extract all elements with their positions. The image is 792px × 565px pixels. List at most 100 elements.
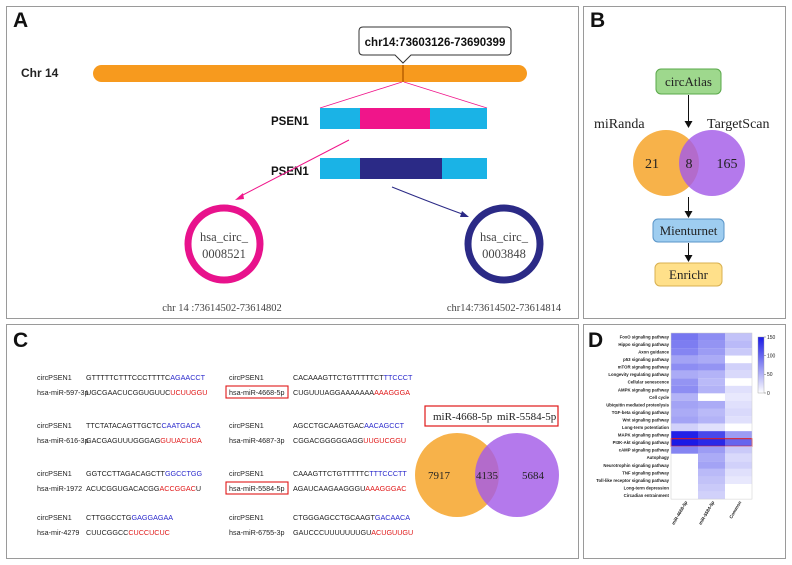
heatmap-row-label-12: Long-term potentiation — [622, 425, 669, 430]
heatmap-cell-9-0 — [671, 400, 698, 409]
circ2-name-line1: hsa_circ_ — [480, 230, 529, 244]
heatmap-cell-16-1 — [698, 453, 725, 462]
colorbar-tick-label-0: 0 — [767, 391, 770, 397]
circ2-coords: chr14:73614502-73614814 — [447, 303, 562, 314]
heatmap-cell-14-2 — [725, 438, 752, 447]
mir-seq-6: CUUCGGCCCUCCUCUC — [86, 528, 170, 537]
heatmap-cell-15-2 — [725, 446, 752, 454]
heatmap-row-label-9: Ubiquitin mediated proteolysis — [606, 402, 669, 407]
heatmap-cell-7-1 — [698, 385, 725, 394]
chromosome-bar — [93, 65, 527, 82]
panel-label-d: D — [588, 329, 604, 352]
heatmap-row-label-11: Wnt signaling pathway — [622, 417, 669, 422]
arrowhead-circ2 — [460, 211, 469, 217]
heatmap-col-label-2: Common — [728, 500, 742, 520]
mir-seq-7: GAUCCCUUUUUUUGUACUGUUGU — [293, 528, 413, 537]
exon-circ-top — [360, 108, 430, 129]
colorbar-tick-label-2: 100 — [767, 353, 776, 359]
arrowhead-venn-mienturnet — [684, 211, 693, 218]
heatmap-cell-0-2 — [725, 333, 752, 341]
circ-name-6: circPSEN1 — [37, 513, 72, 522]
heatmap-cell-5-0 — [671, 370, 698, 379]
colorbar — [757, 336, 765, 394]
venn-overlap-count: 8 — [686, 157, 693, 172]
circ-seq-7: CTGGGAGCCTGCAAGTGACAACA — [293, 513, 410, 522]
heatmap-cell-21-2 — [725, 491, 752, 500]
arrowhead-mienturnet-enrichr — [684, 255, 693, 262]
mir-venn-header-box — [424, 405, 559, 427]
mir-venn-left-label: miR-4668-5p — [433, 411, 493, 423]
heatmap-row-label-2: Axon guidance — [638, 350, 669, 355]
panel-label-c: C — [13, 329, 29, 352]
heatmap-cell-9-2 — [725, 400, 752, 409]
zoom-line-right — [403, 81, 488, 109]
heatmap-chart: FoxO signaling pathway Hippo signaling pa… — [596, 332, 776, 526]
circ-ring-0008521 — [184, 204, 264, 284]
heatmap-row-label-0: FoxO signaling pathway — [620, 334, 670, 339]
heatmap-cell-17-1 — [698, 461, 725, 469]
enrichr-label: Enrichr — [669, 267, 709, 282]
gene-label-top: PSEN1 — [271, 116, 309, 128]
venn-left-count: 21 — [645, 157, 659, 172]
circ-seq-5: CAAAGTTCTGTTTTTCTTTCCCTT — [293, 469, 407, 478]
circ1-coords: chr 14 :73614502-73614802 — [162, 303, 282, 314]
locus-callout — [358, 26, 512, 64]
mir-name-2: hsa-miR-616-3p — [37, 436, 89, 445]
circatlas-box — [655, 68, 722, 95]
heatmap-cell-12-2 — [725, 423, 752, 432]
mir-name-1: hsa-miR-4668-5p — [229, 388, 285, 397]
heatmap-row-label-21: Circadian entrainment — [624, 493, 670, 498]
heatmap-row-label-16: Autophagy — [647, 455, 670, 460]
mir-venn-circle-4668 — [415, 433, 499, 517]
mir-name-7: hsa-miR-6755-3p — [229, 528, 285, 537]
heatmap-row-label-7: AMPK signaling pathway — [618, 387, 670, 392]
panel-d: D FoxO signaling pathway Hippo signaling … — [583, 324, 786, 559]
gene-label-bottom: PSEN1 — [271, 166, 309, 178]
heatmap-col-label-1: miR-5584-5p — [698, 500, 716, 526]
heatmap-cell-8-1 — [698, 393, 725, 401]
heatmap-cell-18-0 — [671, 468, 698, 477]
heatmap-row-label-18: TNF signaling pathway — [622, 470, 669, 475]
heatmap-cell-20-2 — [725, 484, 752, 492]
heatmap-row-label-19: Toll-like receptor signaling pathway — [596, 478, 669, 483]
panel-b: B circAtlas miRanda TargetScan 21 8 165 … — [583, 6, 786, 319]
circ-name-0: circPSEN1 — [37, 373, 72, 382]
panel-b-diagram: circAtlas miRanda TargetScan 21 8 165 Mi… — [594, 68, 770, 287]
heatmap-cell-0-0 — [671, 333, 698, 341]
panel-c: C circPSEN1 hsa-miR-597-3p GTTTTTCTTTCCCTT… — [6, 324, 579, 559]
sequence-pairs: circPSEN1 hsa-miR-597-3p GTTTTTCTTTCCCTTTT… — [37, 373, 413, 537]
mir-seq-4: ACUCGGUGACACGGACCGGACU — [86, 484, 201, 493]
heatmap-row-label-1: Hippo signaling pathway — [618, 342, 669, 347]
mienturnet-label: Mienturnet — [660, 223, 718, 238]
circatlas-label: circAtlas — [665, 74, 712, 89]
mir-name-5: hsa-miR-5584-5p — [229, 484, 285, 493]
heatmap-row-label-20: Long-term depression — [624, 485, 670, 490]
heatmap-cell-13-0 — [671, 431, 698, 439]
circ1-name-line2: 0008521 — [202, 247, 246, 261]
circ-name-5: circPSEN1 — [229, 469, 264, 478]
heatmap-cell-14-0 — [671, 438, 698, 447]
arrow-to-circ2 — [391, 186, 466, 216]
heatmap-cell-20-1 — [698, 484, 725, 492]
heatmap-cell-10-2 — [725, 408, 752, 417]
heatmap-cell-4-1 — [698, 363, 725, 371]
heatmap-cell-16-2 — [725, 453, 752, 462]
circ-ring-0003848 — [464, 204, 544, 284]
heatmap-cell-2-0 — [671, 348, 698, 356]
circ-seq-6: CTTGGCCTGGAGGAGAA — [86, 513, 173, 522]
colorbar-tick-label-3: 150 — [767, 335, 776, 341]
mir-venn-right-count: 5684 — [522, 470, 545, 482]
heatmap-cell-3-2 — [725, 355, 752, 364]
heatmap-cell-13-2 — [725, 431, 752, 439]
exon-circ-bottom — [360, 158, 442, 179]
exon-left-bottom — [320, 158, 360, 179]
heatmap-cell-8-0 — [671, 393, 698, 401]
heatmap-cell-0-1 — [698, 333, 725, 341]
heatmap-cell-10-0 — [671, 408, 698, 417]
arrow-to-circ1 — [238, 139, 350, 198]
heatmap-cell-3-1 — [698, 355, 725, 364]
mir-seq-2: GACGAGUUUGGGAGGUUACUGA — [86, 436, 202, 445]
circ2-name-line2: 0003848 — [482, 247, 526, 261]
heatmap-cell-12-1 — [698, 423, 725, 432]
circ-seq-1: CACAAAGTTCTGTTTTTCTTTCCCT — [293, 373, 413, 382]
